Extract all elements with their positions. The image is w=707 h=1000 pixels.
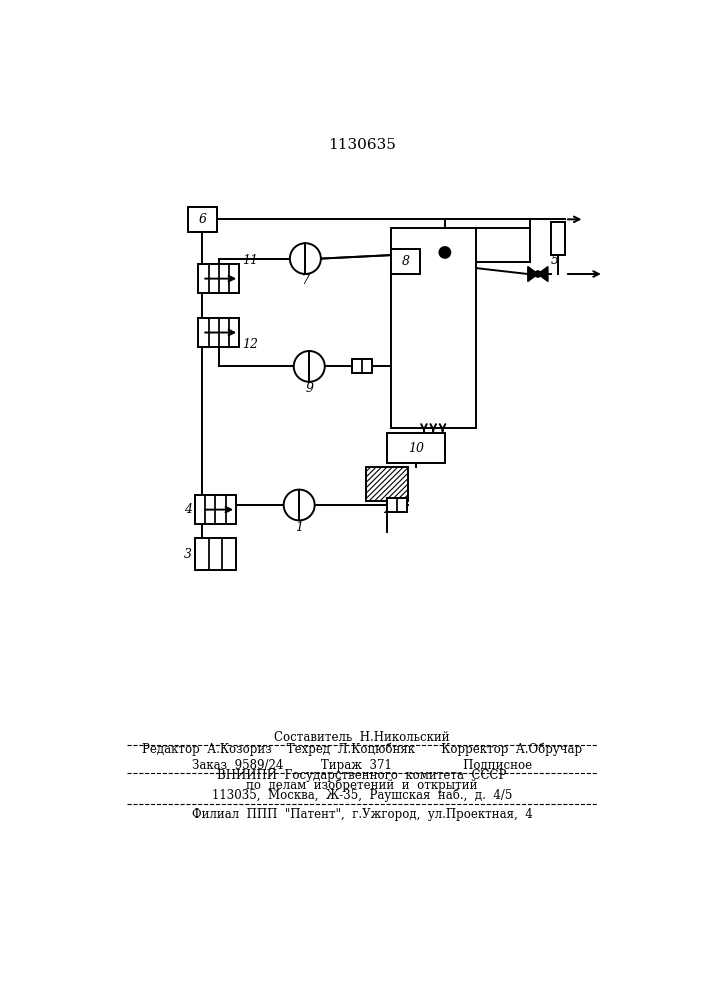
Text: 5: 5 [550,254,559,267]
Bar [391,249,420,274]
Circle shape [534,271,541,277]
Text: 113035,  Москва,  Ж-35,  Раушская  наб.,  д.  4/5: 113035, Москва, Ж-35, Раушская наб., д. … [212,789,512,802]
Bar [352,359,372,373]
Text: 8: 8 [402,255,409,268]
Text: 1: 1 [296,521,303,534]
Polygon shape [538,266,548,282]
Circle shape [290,243,321,274]
Text: 2: 2 [383,503,391,516]
Text: ВНИИПИ  Государственного  комитета  СССР: ВНИИПИ Государственного комитета СССР [217,769,507,782]
Text: 7: 7 [301,274,310,287]
Text: 12: 12 [242,338,258,351]
Circle shape [440,247,450,258]
Text: 10: 10 [408,442,423,455]
Polygon shape [528,266,538,282]
Bar [195,495,235,524]
Bar [199,318,239,347]
Text: Филиал  ППП  "Патент",  г.Ужгород,  ул.Проектная,  4: Филиал ППП "Патент", г.Ужгород, ул.Проек… [192,808,532,821]
Text: 3: 3 [185,548,192,561]
Text: 6: 6 [198,213,206,226]
Circle shape [284,490,315,520]
Circle shape [293,351,325,382]
Text: Заказ  9589/24          Тираж  371                   Подписное: Заказ 9589/24 Тираж 371 Подписное [192,759,532,772]
Bar [387,498,407,512]
Text: Составитель  Н.Никольский: Составитель Н.Никольский [274,731,450,744]
Text: 9: 9 [305,382,313,395]
Text: 11: 11 [242,254,258,267]
Bar [551,222,565,255]
Bar [187,207,217,232]
Bar [391,228,476,428]
Text: 4: 4 [185,503,192,516]
Text: Редактор  А.Козориз    Техред  Л.Коцюбняк       Корректор  А.Обручар: Редактор А.Козориз Техред Л.Коцюбняк Кор… [142,742,582,756]
Text: 1130635: 1130635 [328,138,396,152]
Bar [195,538,235,570]
Bar [387,433,445,463]
Text: по  делам  изобретений  и  открытий: по делам изобретений и открытий [246,779,478,792]
Bar [366,466,409,501]
Bar [199,264,239,293]
